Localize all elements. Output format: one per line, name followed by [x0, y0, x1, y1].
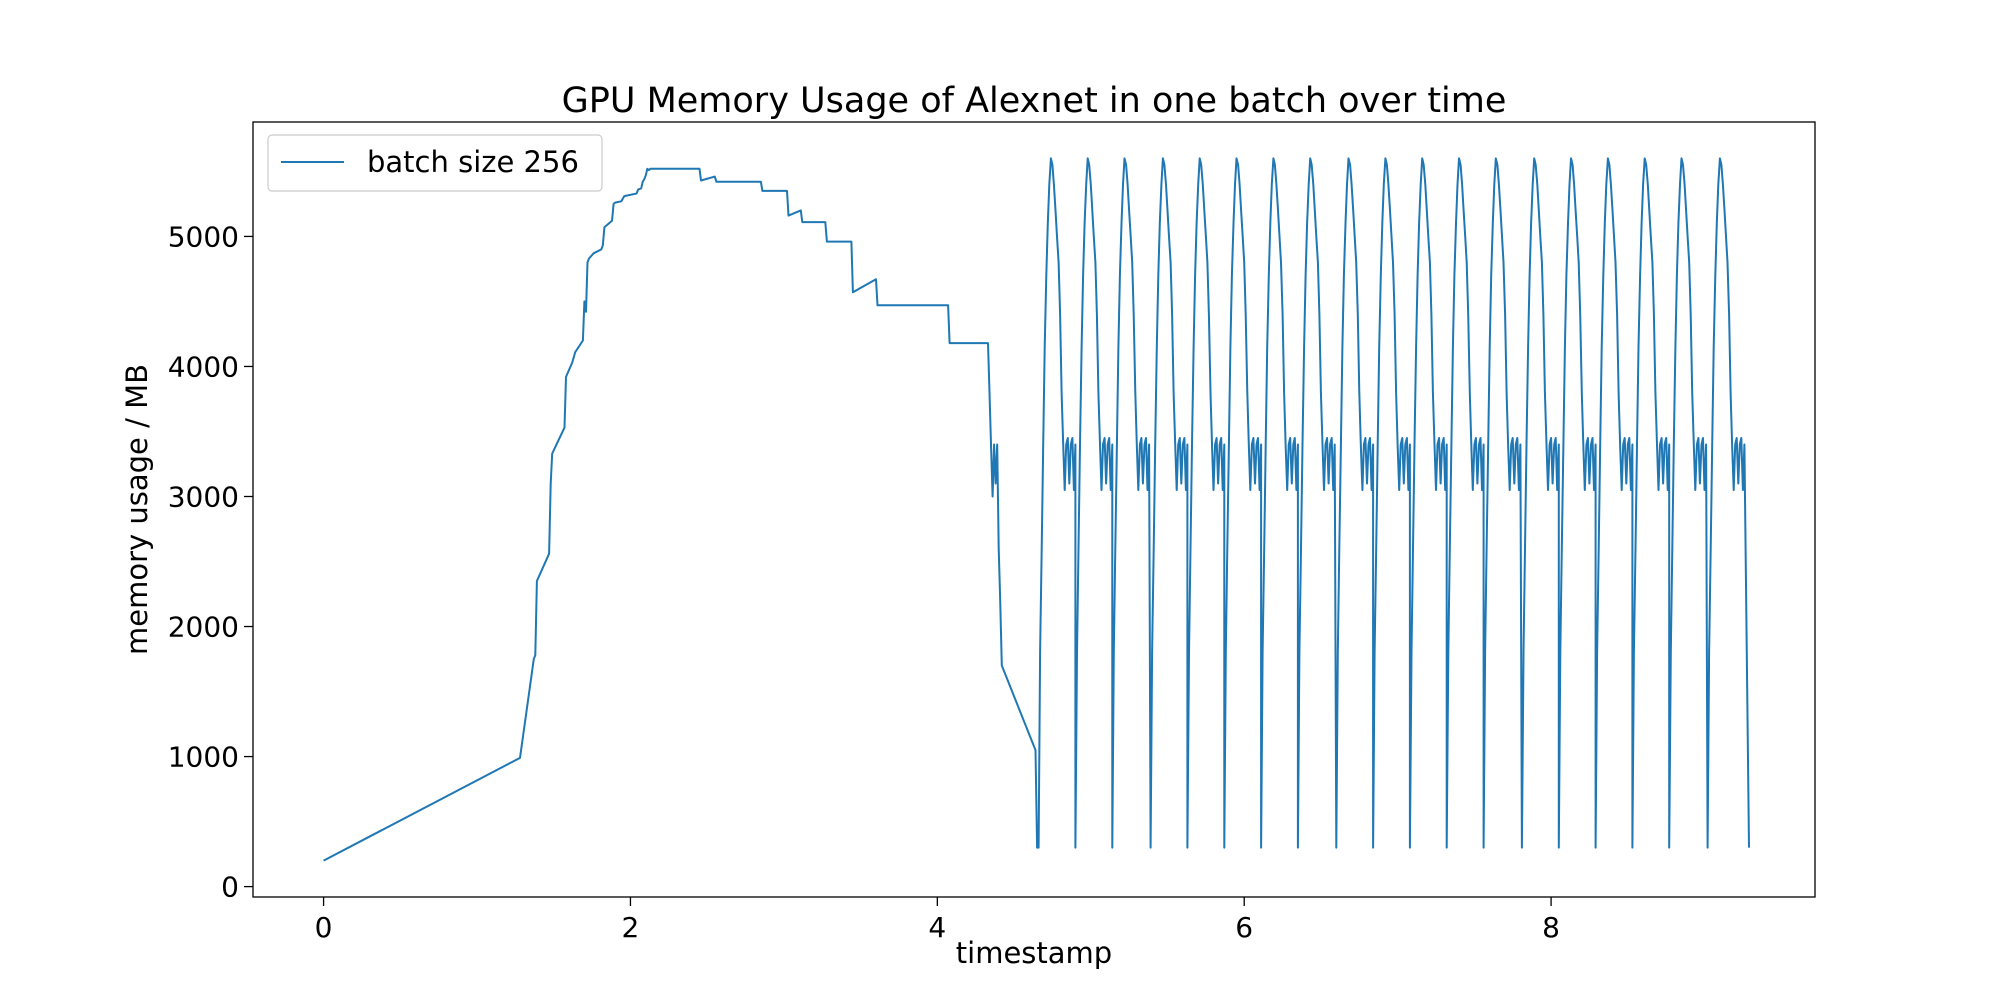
x-axis-ticks: 0 2 4 6 8: [315, 897, 1560, 944]
plot-layer: [323, 157, 1750, 862]
y-tick-label: 1000: [168, 741, 239, 774]
plot-area-frame: [252, 121, 1816, 898]
y-tick-label: 4000: [168, 350, 239, 383]
y-axis-label: memory usage / MB: [120, 364, 154, 655]
legend-box: [267, 134, 603, 192]
x-axis-label: timestamp: [956, 936, 1112, 970]
x-tick-label: 4: [928, 911, 946, 944]
y-tick-label: 2000: [168, 611, 239, 644]
y-tick-label: 3000: [168, 480, 239, 513]
x-tick-label: 8: [1542, 911, 1560, 944]
y-tick-label: 0: [221, 871, 239, 904]
x-tick-label: 0: [315, 911, 333, 944]
x-tick-label: 6: [1235, 911, 1253, 944]
x-tick-label: 2: [622, 911, 640, 944]
legend: batch size 256: [267, 134, 603, 192]
series-line-batch-size-256: [323, 157, 1750, 862]
chart-title: GPU Memory Usage of Alexnet in one batch…: [562, 81, 1507, 121]
legend-label: batch size 256: [367, 145, 579, 179]
y-axis-ticks: 0 1000 2000 3000 4000 5000: [168, 220, 253, 904]
y-tick-label: 5000: [168, 220, 239, 253]
